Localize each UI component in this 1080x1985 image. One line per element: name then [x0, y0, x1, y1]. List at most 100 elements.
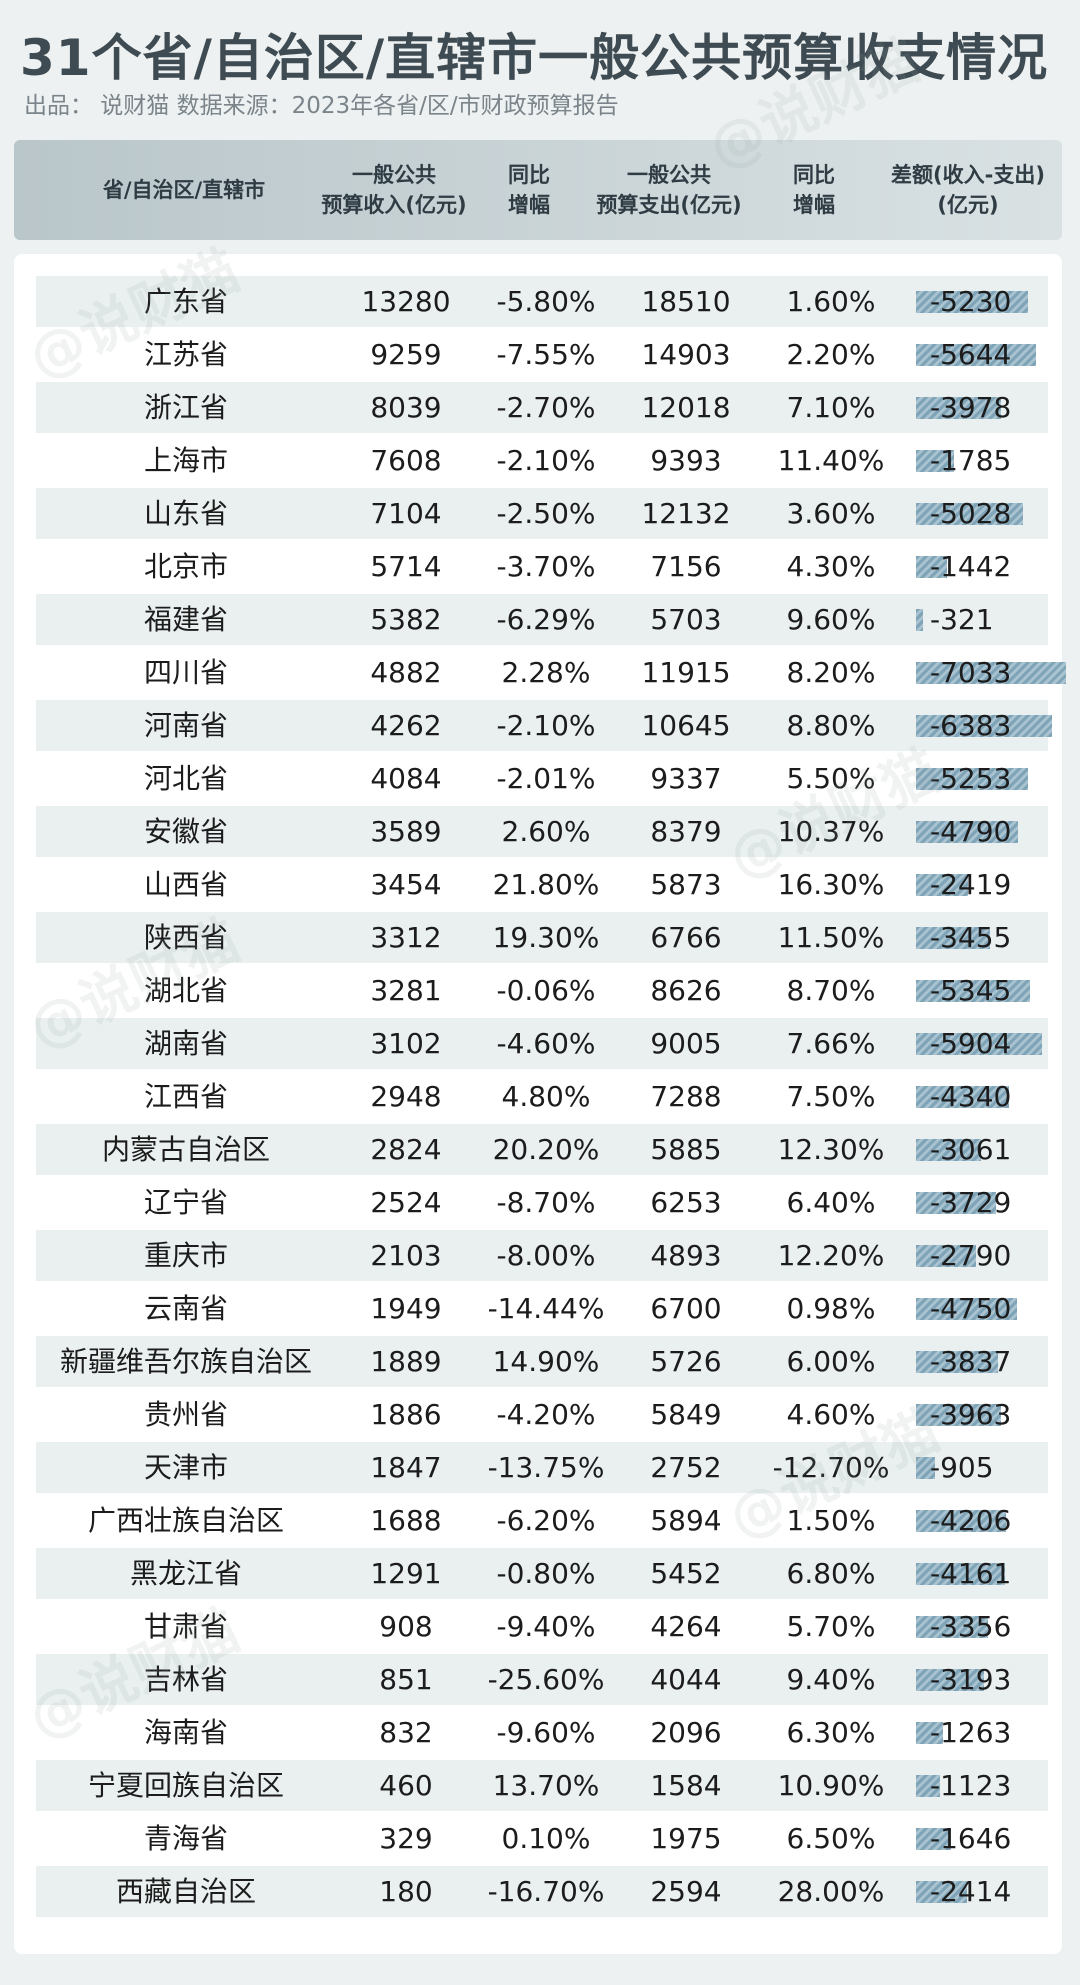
cell-diff: -905 [930, 1451, 994, 1484]
cell-income: 2824 [370, 1133, 442, 1166]
cell-region: 青海省 [143, 1822, 228, 1855]
cell-expense: 4264 [650, 1610, 722, 1643]
cell-expense: 1975 [650, 1822, 722, 1855]
cell-income-growth: -0.06% [496, 974, 596, 1007]
diff-bar [916, 1245, 976, 1267]
diff-bar [916, 1828, 951, 1850]
cell-region: 河北省 [143, 762, 228, 795]
cell-income: 460 [379, 1769, 433, 1802]
cell-region: 海南省 [143, 1716, 228, 1749]
header-expense-growth: 同比 增幅 [793, 163, 835, 217]
cell-expense: 12018 [641, 391, 731, 424]
cell-expense: 2096 [650, 1716, 722, 1749]
table-row: 江苏省 9259 -7.55% 14903 2.20% -5644 [36, 329, 1048, 380]
diff-bar [916, 1351, 998, 1373]
cell-income-growth: -0.80% [496, 1557, 596, 1590]
cell-income: 8039 [370, 391, 442, 424]
cell-expense-growth: 3.60% [786, 497, 876, 530]
cell-region: 河南省 [143, 709, 228, 742]
cell-income: 1291 [370, 1557, 442, 1590]
cell-expense-growth: 16.30% [777, 868, 885, 901]
header-income: 一般公共 预算收入(亿元) [321, 163, 467, 217]
table-row: 新疆维吾尔族自治区 1889 14.90% 5726 6.00% -3837 [36, 1336, 1048, 1387]
cell-income: 2948 [370, 1080, 442, 1113]
cell-diff: -5028 [930, 497, 1012, 530]
cell-diff: -1263 [930, 1716, 1012, 1749]
cell-income: 5714 [370, 550, 442, 583]
cell-diff: -5345 [930, 974, 1012, 1007]
cell-income: 1886 [370, 1398, 442, 1431]
cell-income-growth: -6.20% [496, 1504, 596, 1537]
cell-income: 4882 [370, 656, 442, 689]
cell-expense: 10645 [641, 709, 731, 742]
cell-income-growth: 2.28% [501, 656, 591, 689]
cell-income-growth: -13.75% [487, 1451, 605, 1484]
cell-diff: -3978 [930, 391, 1012, 424]
cell-diff: -7033 [930, 656, 1012, 689]
table-row: 福建省 5382 -6.29% 5703 9.60% -321 [36, 594, 1048, 645]
cell-region: 广东省 [143, 285, 228, 318]
cell-expense-growth: 8.20% [786, 656, 876, 689]
cell-expense: 5849 [650, 1398, 722, 1431]
cell-expense: 11915 [641, 656, 731, 689]
cell-income: 3454 [370, 868, 442, 901]
cell-expense-growth: 7.50% [786, 1080, 876, 1113]
table-row: 上海市 7608 -2.10% 9393 11.40% -1785 [36, 435, 1048, 486]
cell-expense-growth: 9.40% [786, 1663, 876, 1696]
cell-income: 832 [379, 1716, 433, 1749]
cell-expense-growth: 11.50% [777, 921, 885, 954]
table-row: 山东省 7104 -2.50% 12132 3.60% -5028 [36, 488, 1048, 539]
diff-bar [916, 503, 1023, 525]
cell-diff: -5904 [930, 1027, 1012, 1060]
diff-bar [916, 821, 1018, 843]
cell-expense-growth: 4.30% [786, 550, 876, 583]
cell-expense: 9005 [650, 1027, 722, 1060]
cell-expense-growth: 1.50% [786, 1504, 876, 1537]
diff-bar [916, 397, 1001, 419]
cell-region: 山东省 [143, 497, 228, 530]
cell-income-growth: -8.00% [496, 1239, 596, 1272]
cell-income: 3281 [370, 974, 442, 1007]
cell-income-growth: -16.70% [487, 1875, 605, 1908]
cell-income: 1949 [370, 1292, 442, 1325]
cell-expense: 18510 [641, 285, 731, 318]
cell-income: 9259 [370, 338, 442, 371]
cell-income-growth: -6.29% [496, 603, 596, 636]
cell-expense-growth: 5.50% [786, 762, 876, 795]
diff-bar [916, 1457, 935, 1479]
cell-expense: 5894 [650, 1504, 722, 1537]
cell-income: 7104 [370, 497, 442, 530]
table-header: 省/自治区/直辖市 一般公共 预算收入(亿元) 同比 增幅 一般公共 预算支出(… [14, 140, 1062, 240]
page-subtitle: 出品： 说财猫 数据来源：2023年各省/区/市财政预算报告 [24, 93, 619, 119]
cell-region: 甘肃省 [143, 1610, 228, 1643]
cell-diff: -3729 [930, 1186, 1012, 1219]
cell-diff: -1646 [930, 1822, 1012, 1855]
cell-expense-growth: 12.20% [777, 1239, 885, 1272]
cell-diff: -3837 [930, 1345, 1012, 1378]
cell-income: 1688 [370, 1504, 442, 1537]
diff-bar [916, 1881, 967, 1903]
diff-bar [916, 1510, 1006, 1532]
table-row: 宁夏回族自治区 460 13.70% 1584 10.90% -1123 [36, 1760, 1048, 1811]
cell-income-growth: 20.20% [492, 1133, 600, 1166]
table-row: 浙江省 8039 -2.70% 12018 7.10% -3978 [36, 382, 1048, 433]
cell-income-growth: -2.70% [496, 391, 596, 424]
cell-expense-growth: 1.60% [786, 285, 876, 318]
table-row: 黑龙江省 1291 -0.80% 5452 6.80% -4161 [36, 1548, 1048, 1599]
cell-diff: -4161 [930, 1557, 1012, 1590]
diff-bar [916, 1192, 996, 1214]
cell-expense-growth: 0.98% [786, 1292, 876, 1325]
cell-expense: 5726 [650, 1345, 722, 1378]
table-row: 广东省 13280 -5.80% 18510 1.60% -5230 [36, 276, 1048, 327]
cell-diff: -3061 [930, 1133, 1012, 1166]
diff-bar [916, 874, 968, 896]
table-row: 重庆市 2103 -8.00% 4893 12.20% -2790 [36, 1230, 1048, 1281]
cell-diff: -3193 [930, 1663, 1012, 1696]
table-row: 北京市 5714 -3.70% 7156 4.30% -1442 [36, 541, 1048, 592]
table-row: 西藏自治区 180 -16.70% 2594 28.00% -2414 [36, 1866, 1048, 1917]
cell-region: 北京市 [143, 550, 228, 583]
cell-income-growth: 0.10% [501, 1822, 591, 1855]
cell-expense-growth: 10.37% [777, 815, 885, 848]
cell-income: 4084 [370, 762, 442, 795]
cell-income-growth: -4.60% [496, 1027, 596, 1060]
